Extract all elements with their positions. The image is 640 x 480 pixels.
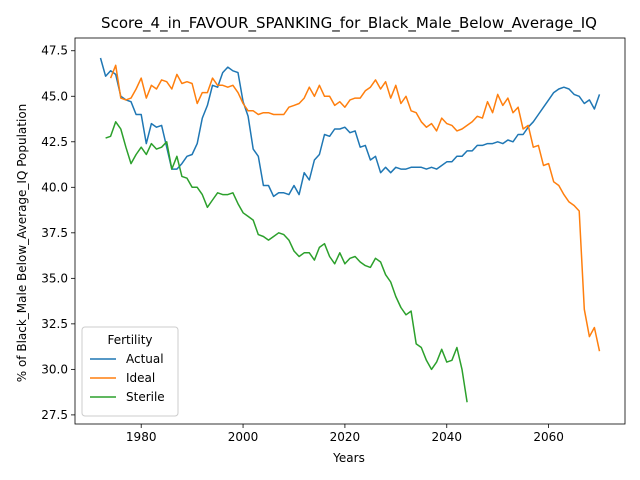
x-tick-label: 1980: [126, 430, 157, 444]
chart-title: Score_4_in_FAVOUR_SPANKING_for_Black_Mal…: [101, 14, 597, 33]
legend-box: [81, 326, 179, 417]
plot-lines: [99, 57, 601, 403]
x-axis-label: Years: [332, 451, 365, 465]
series-line-actual: [99, 57, 601, 198]
y-axis: 27.5 30.0 32.5 35.0 37.5 40.0 42.5 45.0 47.5: [41, 44, 75, 422]
y-tick-label: 47.5: [41, 44, 68, 58]
y-tick-label: 27.5: [41, 408, 68, 422]
y-tick-label: 32.5: [41, 317, 68, 331]
y-tick-label: 35.0: [41, 271, 68, 285]
y-axis-label: % of Black_Male Below_Average_IQ Populat…: [15, 104, 29, 383]
y-tick-label: 40.0: [41, 180, 68, 194]
x-tick-label: 2040: [431, 430, 462, 444]
legend-label-actual: Actual: [126, 352, 164, 366]
legend: Fertility Actual Ideal Sterile: [81, 326, 179, 417]
plot-frame: [74, 37, 626, 425]
x-tick-label: 2020: [330, 430, 361, 444]
y-tick-label: 42.5: [41, 135, 68, 149]
x-axis: 1980 2000 2020 2040 2060: [126, 424, 564, 444]
legend-title: Fertility: [107, 333, 152, 347]
x-tick-label: 2060: [533, 430, 564, 444]
legend-label-sterile: Sterile: [126, 390, 165, 404]
legend-label-ideal: Ideal: [126, 371, 155, 385]
y-tick-label: 45.0: [41, 89, 68, 103]
series-line-sterile: [105, 121, 468, 403]
series-line-ideal: [109, 64, 601, 352]
y-tick-label: 30.0: [41, 362, 68, 376]
x-tick-label: 2000: [228, 430, 259, 444]
y-tick-label: 37.5: [41, 226, 68, 240]
